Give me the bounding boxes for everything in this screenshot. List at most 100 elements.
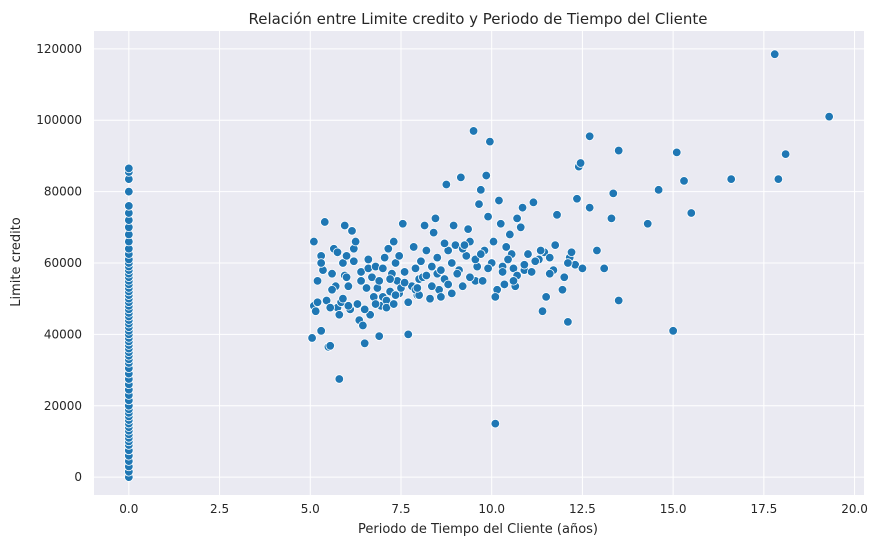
data-point xyxy=(421,270,432,281)
data-point xyxy=(528,197,539,208)
data-point xyxy=(359,304,370,315)
x-tick-label: 2.5 xyxy=(210,502,229,516)
data-point xyxy=(519,260,530,270)
x-tick-label: 20.0 xyxy=(841,502,868,516)
data-point xyxy=(334,310,344,320)
y-tick-label: 60000 xyxy=(44,256,82,270)
data-point xyxy=(545,269,555,279)
data-point xyxy=(349,256,359,266)
data-point xyxy=(421,245,432,256)
data-point xyxy=(496,219,506,229)
data-point xyxy=(350,236,361,247)
data-point xyxy=(494,195,504,206)
data-point xyxy=(672,147,682,158)
data-point xyxy=(309,236,319,247)
data-point xyxy=(410,263,421,274)
data-point xyxy=(483,211,493,222)
data-point xyxy=(408,242,419,252)
data-point xyxy=(523,249,533,259)
data-point xyxy=(459,240,470,250)
data-point xyxy=(332,247,343,257)
data-point xyxy=(599,263,609,274)
data-point xyxy=(501,242,511,252)
data-point xyxy=(340,220,350,231)
data-point xyxy=(557,285,568,295)
data-point xyxy=(385,274,395,284)
data-point xyxy=(363,254,374,265)
data-point xyxy=(307,333,317,343)
data-point xyxy=(359,338,370,349)
data-point xyxy=(476,249,486,259)
data-point xyxy=(490,292,501,302)
data-point xyxy=(503,254,513,265)
data-point xyxy=(439,238,450,249)
data-point xyxy=(526,267,537,277)
data-point xyxy=(312,297,323,307)
data-point xyxy=(341,251,352,261)
data-point xyxy=(488,236,499,247)
data-point xyxy=(566,247,577,257)
data-point xyxy=(427,261,437,272)
data-point xyxy=(374,276,384,286)
data-point xyxy=(477,276,488,286)
data-point xyxy=(614,295,624,306)
data-point xyxy=(824,111,834,122)
x-tick-label: 12.5 xyxy=(569,502,596,516)
data-point xyxy=(577,263,588,274)
data-point xyxy=(432,252,442,263)
data-point xyxy=(427,281,437,291)
data-point xyxy=(361,283,372,293)
data-point xyxy=(399,277,410,288)
data-point xyxy=(552,210,562,220)
data-point xyxy=(476,185,486,195)
data-point xyxy=(457,281,468,291)
y-tick-label: 20000 xyxy=(44,399,82,413)
data-point xyxy=(512,213,522,224)
y-tick-label: 120000 xyxy=(36,42,82,56)
data-point xyxy=(399,267,410,277)
data-point xyxy=(343,281,354,291)
data-point xyxy=(343,301,354,311)
data-point xyxy=(516,222,526,233)
data-point xyxy=(584,202,595,213)
data-point xyxy=(338,293,348,304)
data-point xyxy=(443,279,453,290)
data-point xyxy=(436,265,446,275)
data-point xyxy=(358,320,368,331)
data-point xyxy=(124,186,134,197)
data-point xyxy=(563,258,573,268)
data-point xyxy=(412,283,423,293)
y-tick-label: 100000 xyxy=(36,113,82,127)
data-point xyxy=(780,149,791,159)
data-point xyxy=(311,306,321,316)
data-point xyxy=(316,258,326,268)
data-point xyxy=(643,219,653,229)
y-axis-label: Limite credito xyxy=(9,217,24,307)
y-tick-label: 40000 xyxy=(44,327,82,341)
data-point xyxy=(497,267,508,277)
data-point xyxy=(389,299,399,309)
data-point xyxy=(668,326,678,336)
data-point xyxy=(398,219,408,229)
data-point xyxy=(614,145,624,156)
data-point xyxy=(575,158,586,168)
data-point xyxy=(447,258,457,268)
data-point xyxy=(389,236,399,247)
data-point xyxy=(379,252,390,263)
x-tick-label: 5.0 xyxy=(301,502,320,516)
x-tick-label: 17.5 xyxy=(750,502,777,516)
data-point xyxy=(419,220,430,231)
x-tick-label: 15.0 xyxy=(660,502,687,516)
data-point xyxy=(124,163,134,174)
data-point xyxy=(370,299,381,309)
data-point xyxy=(124,201,134,211)
data-point xyxy=(425,293,435,304)
x-tick-label: 7.5 xyxy=(391,502,410,516)
data-point xyxy=(383,244,393,254)
data-point xyxy=(334,374,344,384)
data-point xyxy=(403,297,413,307)
data-point xyxy=(537,306,548,316)
data-point xyxy=(483,263,493,274)
data-point xyxy=(441,179,452,190)
